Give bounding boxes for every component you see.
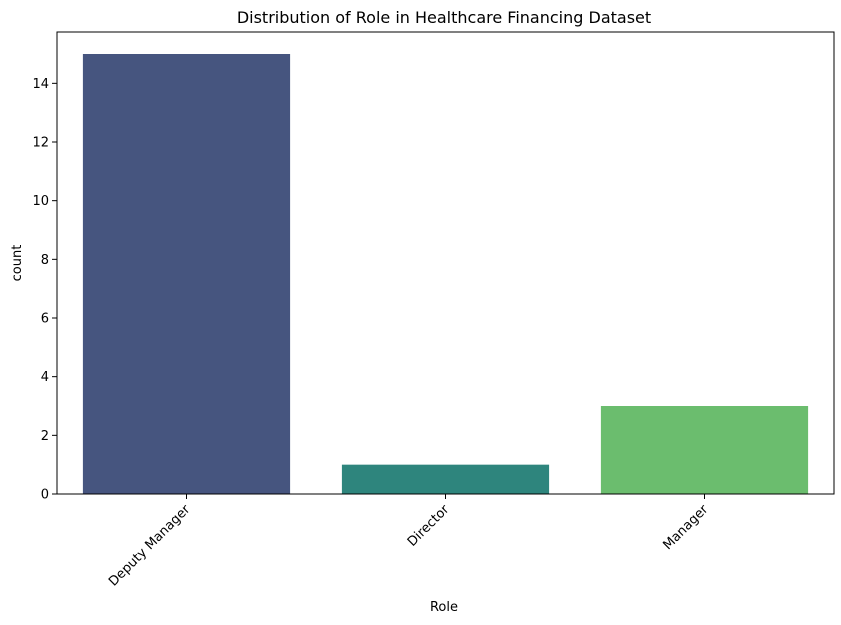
x-tick-label: Deputy Manager	[106, 502, 194, 590]
chart-title: Distribution of Role in Healthcare Finan…	[237, 8, 651, 27]
y-tick-label: 2	[41, 429, 49, 444]
plot-frame	[56, 31, 835, 495]
bar-director	[341, 464, 550, 494]
x-axis-label: Role	[430, 600, 458, 615]
bar-manager	[600, 406, 809, 494]
y-tick-label: 0	[41, 488, 49, 503]
y-tick-label: 8	[41, 253, 49, 268]
y-tick-label: 6	[41, 312, 49, 327]
y-tick-label: 10	[32, 194, 49, 209]
y-tick-label: 12	[32, 136, 49, 151]
x-tick-label: Manager	[660, 502, 711, 553]
bar-deputy-manager	[82, 54, 291, 494]
x-axis: Deputy Manager Director Manager	[106, 494, 712, 589]
y-tick-label: 14	[32, 77, 49, 92]
y-axis-label: count	[10, 245, 25, 282]
bars-group	[82, 54, 809, 494]
x-tick-label: Director	[405, 502, 453, 550]
y-tick-label: 4	[41, 370, 49, 385]
y-axis: 0 2 4 6 8 10 12 14	[32, 77, 57, 503]
